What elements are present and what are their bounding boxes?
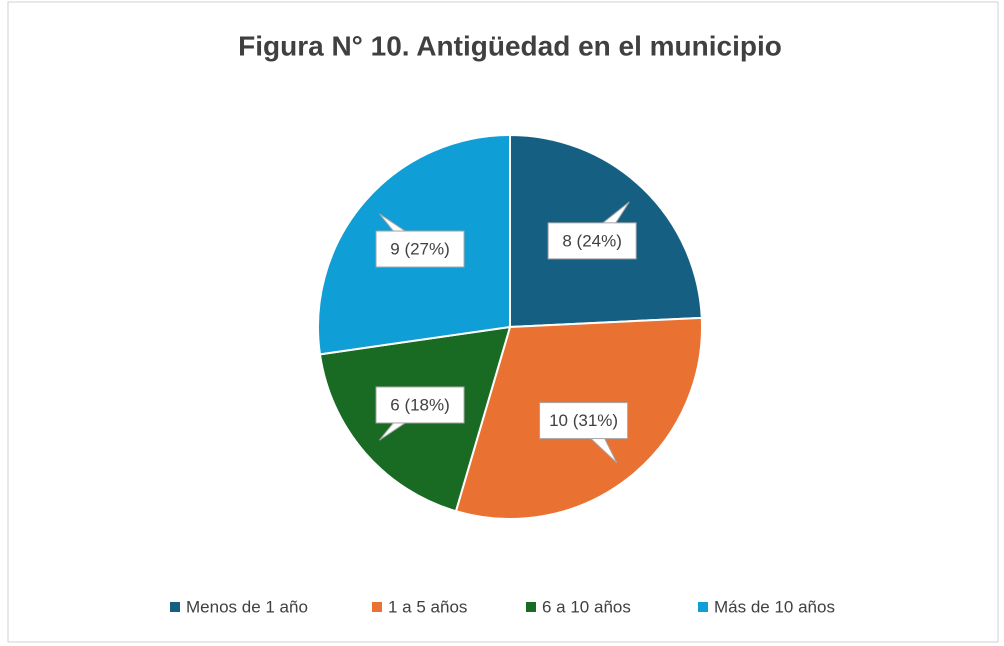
callout-cover: [549, 223, 636, 258]
legend-swatch: [372, 602, 382, 612]
legend-swatch: [698, 602, 708, 612]
legend-swatch: [526, 602, 536, 612]
chart-title: Figura N° 10. Antigüedad en el municipio: [238, 30, 782, 61]
callout-cover: [377, 387, 464, 422]
data-label: 10 (31%): [549, 411, 618, 430]
data-label: 6 (18%): [390, 395, 450, 414]
callout-cover: [377, 232, 464, 267]
legend-label: Menos de 1 año: [186, 597, 308, 616]
legend-label: Más de 10 años: [714, 597, 835, 616]
callout-cover: [540, 403, 627, 438]
legend-label: 1 a 5 años: [388, 597, 467, 616]
data-label: 9 (27%): [390, 240, 450, 259]
data-label: 8 (24%): [562, 231, 622, 250]
legend-swatch: [170, 602, 180, 612]
legend-label: 6 a 10 años: [542, 597, 631, 616]
